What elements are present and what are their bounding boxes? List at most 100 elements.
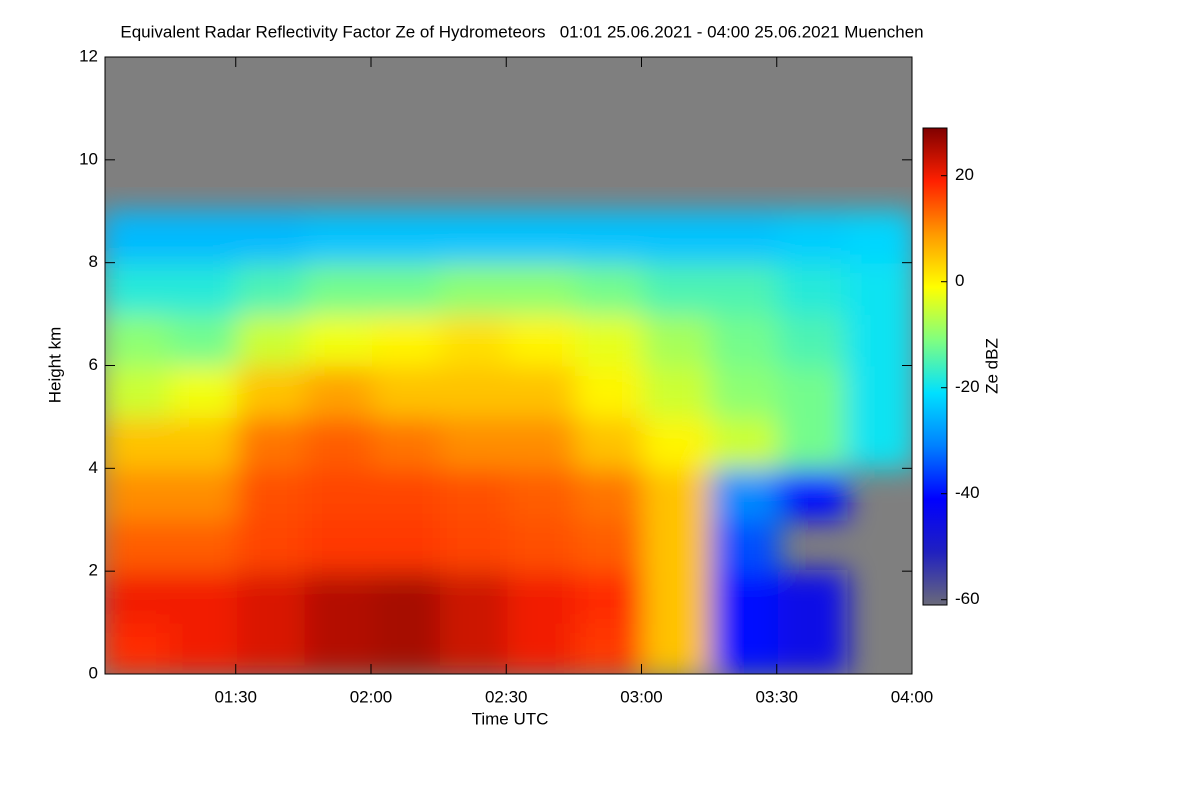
heatmap-cell <box>169 210 239 264</box>
heatmap-cell <box>439 467 510 521</box>
heatmap-cell <box>236 467 307 521</box>
heatmap-cell <box>372 364 442 418</box>
heatmap-cell <box>236 364 307 418</box>
colorbar-tick-label: -60 <box>955 589 980 608</box>
heatmap-cell <box>575 467 645 521</box>
heatmap-cell <box>439 313 510 367</box>
y-tick-label: 8 <box>89 252 98 271</box>
heatmap-cell <box>304 364 375 418</box>
heatmap-cell <box>575 518 645 573</box>
colorbar-tick-label: -20 <box>955 377 980 396</box>
heatmap-cell <box>845 415 912 470</box>
heatmap-cell <box>778 621 848 674</box>
y-tick-label: 0 <box>89 663 98 682</box>
heatmap-cell <box>642 621 713 674</box>
heatmap-cell <box>105 621 172 674</box>
colorbar-tick-label: -40 <box>955 483 980 502</box>
heatmap-cell <box>575 415 645 470</box>
heatmap-cell <box>507 621 578 674</box>
heatmap-cell <box>710 621 781 674</box>
heatmap-cell <box>642 415 713 470</box>
heatmap-cell <box>507 313 578 367</box>
colorbar-label: Ze dBZ <box>982 338 1001 394</box>
heatmap-cell <box>105 364 172 418</box>
x-tick-label: 02:30 <box>485 687 528 706</box>
heatmap-cell <box>575 364 645 418</box>
heatmap-cell <box>304 467 375 521</box>
heatmap-cell <box>105 210 172 264</box>
heatmap-cell <box>845 210 912 264</box>
heatmap-cell <box>439 518 510 573</box>
heatmap-cell <box>778 210 848 264</box>
heatmap-cell <box>169 467 239 521</box>
heatmap-cell <box>236 518 307 573</box>
heatmap-cell <box>105 467 172 521</box>
heatmap-cell <box>439 261 510 316</box>
y-tick-label: 4 <box>89 458 98 477</box>
heatmap-cell <box>236 261 307 316</box>
heatmap-cell <box>304 261 375 316</box>
heatmap-cell <box>372 313 442 367</box>
heatmap-cell <box>575 313 645 367</box>
heatmap-cell <box>439 570 510 624</box>
heatmap-cell <box>105 415 172 470</box>
heatmap-cell <box>642 210 713 264</box>
y-tick-label: 6 <box>89 355 98 374</box>
heatmap-cell <box>710 364 781 418</box>
y-tick-label: 2 <box>89 561 98 580</box>
x-axis-label: Time UTC <box>472 709 549 728</box>
heatmap-cell <box>236 415 307 470</box>
heatmap-cell <box>236 570 307 624</box>
heatmap-cell <box>575 621 645 674</box>
heatmap-cell <box>372 210 442 264</box>
heatmap-cell <box>439 364 510 418</box>
heatmap-cell <box>439 415 510 470</box>
heatmap-cell <box>439 621 510 674</box>
heatmap-cell <box>507 261 578 316</box>
heatmap-cell <box>710 467 781 521</box>
heatmap-cell <box>507 364 578 418</box>
heatmap-cell <box>236 313 307 367</box>
heatmap-cell <box>845 364 912 418</box>
heatmap <box>105 210 912 674</box>
heatmap-cell <box>507 467 578 521</box>
y-tick-label: 10 <box>79 149 98 168</box>
heatmap-cell <box>169 518 239 573</box>
heatmap-cell <box>105 261 172 316</box>
heatmap-cell <box>236 210 307 264</box>
heatmap-cell <box>439 210 510 264</box>
heatmap-cell <box>105 313 172 367</box>
heatmap-cell <box>710 518 781 573</box>
heatmap-cell <box>507 518 578 573</box>
heatmap-cell <box>778 467 848 521</box>
heatmap-cell <box>105 570 172 624</box>
colorbar-tick-label: 0 <box>955 271 964 290</box>
heatmap-cell <box>710 261 781 316</box>
heatmap-cell <box>575 261 645 316</box>
heatmap-cell <box>304 210 375 264</box>
heatmap-cell <box>304 313 375 367</box>
heatmap-cell <box>372 518 442 573</box>
heatmap-cell <box>710 415 781 470</box>
x-tick-label: 01:30 <box>214 687 257 706</box>
heatmap-cell <box>710 210 781 264</box>
chart-title: Equivalent Radar Reflectivity Factor Ze … <box>120 22 923 41</box>
heatmap-cell <box>169 415 239 470</box>
heatmap-cell <box>304 621 375 674</box>
heatmap-cell <box>778 415 848 470</box>
heatmap-cell <box>778 570 848 624</box>
heatmap-cell <box>642 570 713 624</box>
heatmap-cell <box>778 313 848 367</box>
x-tick-label: 03:00 <box>620 687 663 706</box>
heatmap-cell <box>169 313 239 367</box>
heatmap-cell <box>169 364 239 418</box>
heatmap-cell <box>304 518 375 573</box>
heatmap-cell <box>372 261 442 316</box>
heatmap-cell <box>845 261 912 316</box>
x-tick-label: 04:00 <box>891 687 934 706</box>
colorbar-tick-label: 20 <box>955 165 974 184</box>
heatmap-cell <box>169 570 239 624</box>
heatmap-cell <box>710 313 781 367</box>
x-tick-label: 03:30 <box>755 687 798 706</box>
